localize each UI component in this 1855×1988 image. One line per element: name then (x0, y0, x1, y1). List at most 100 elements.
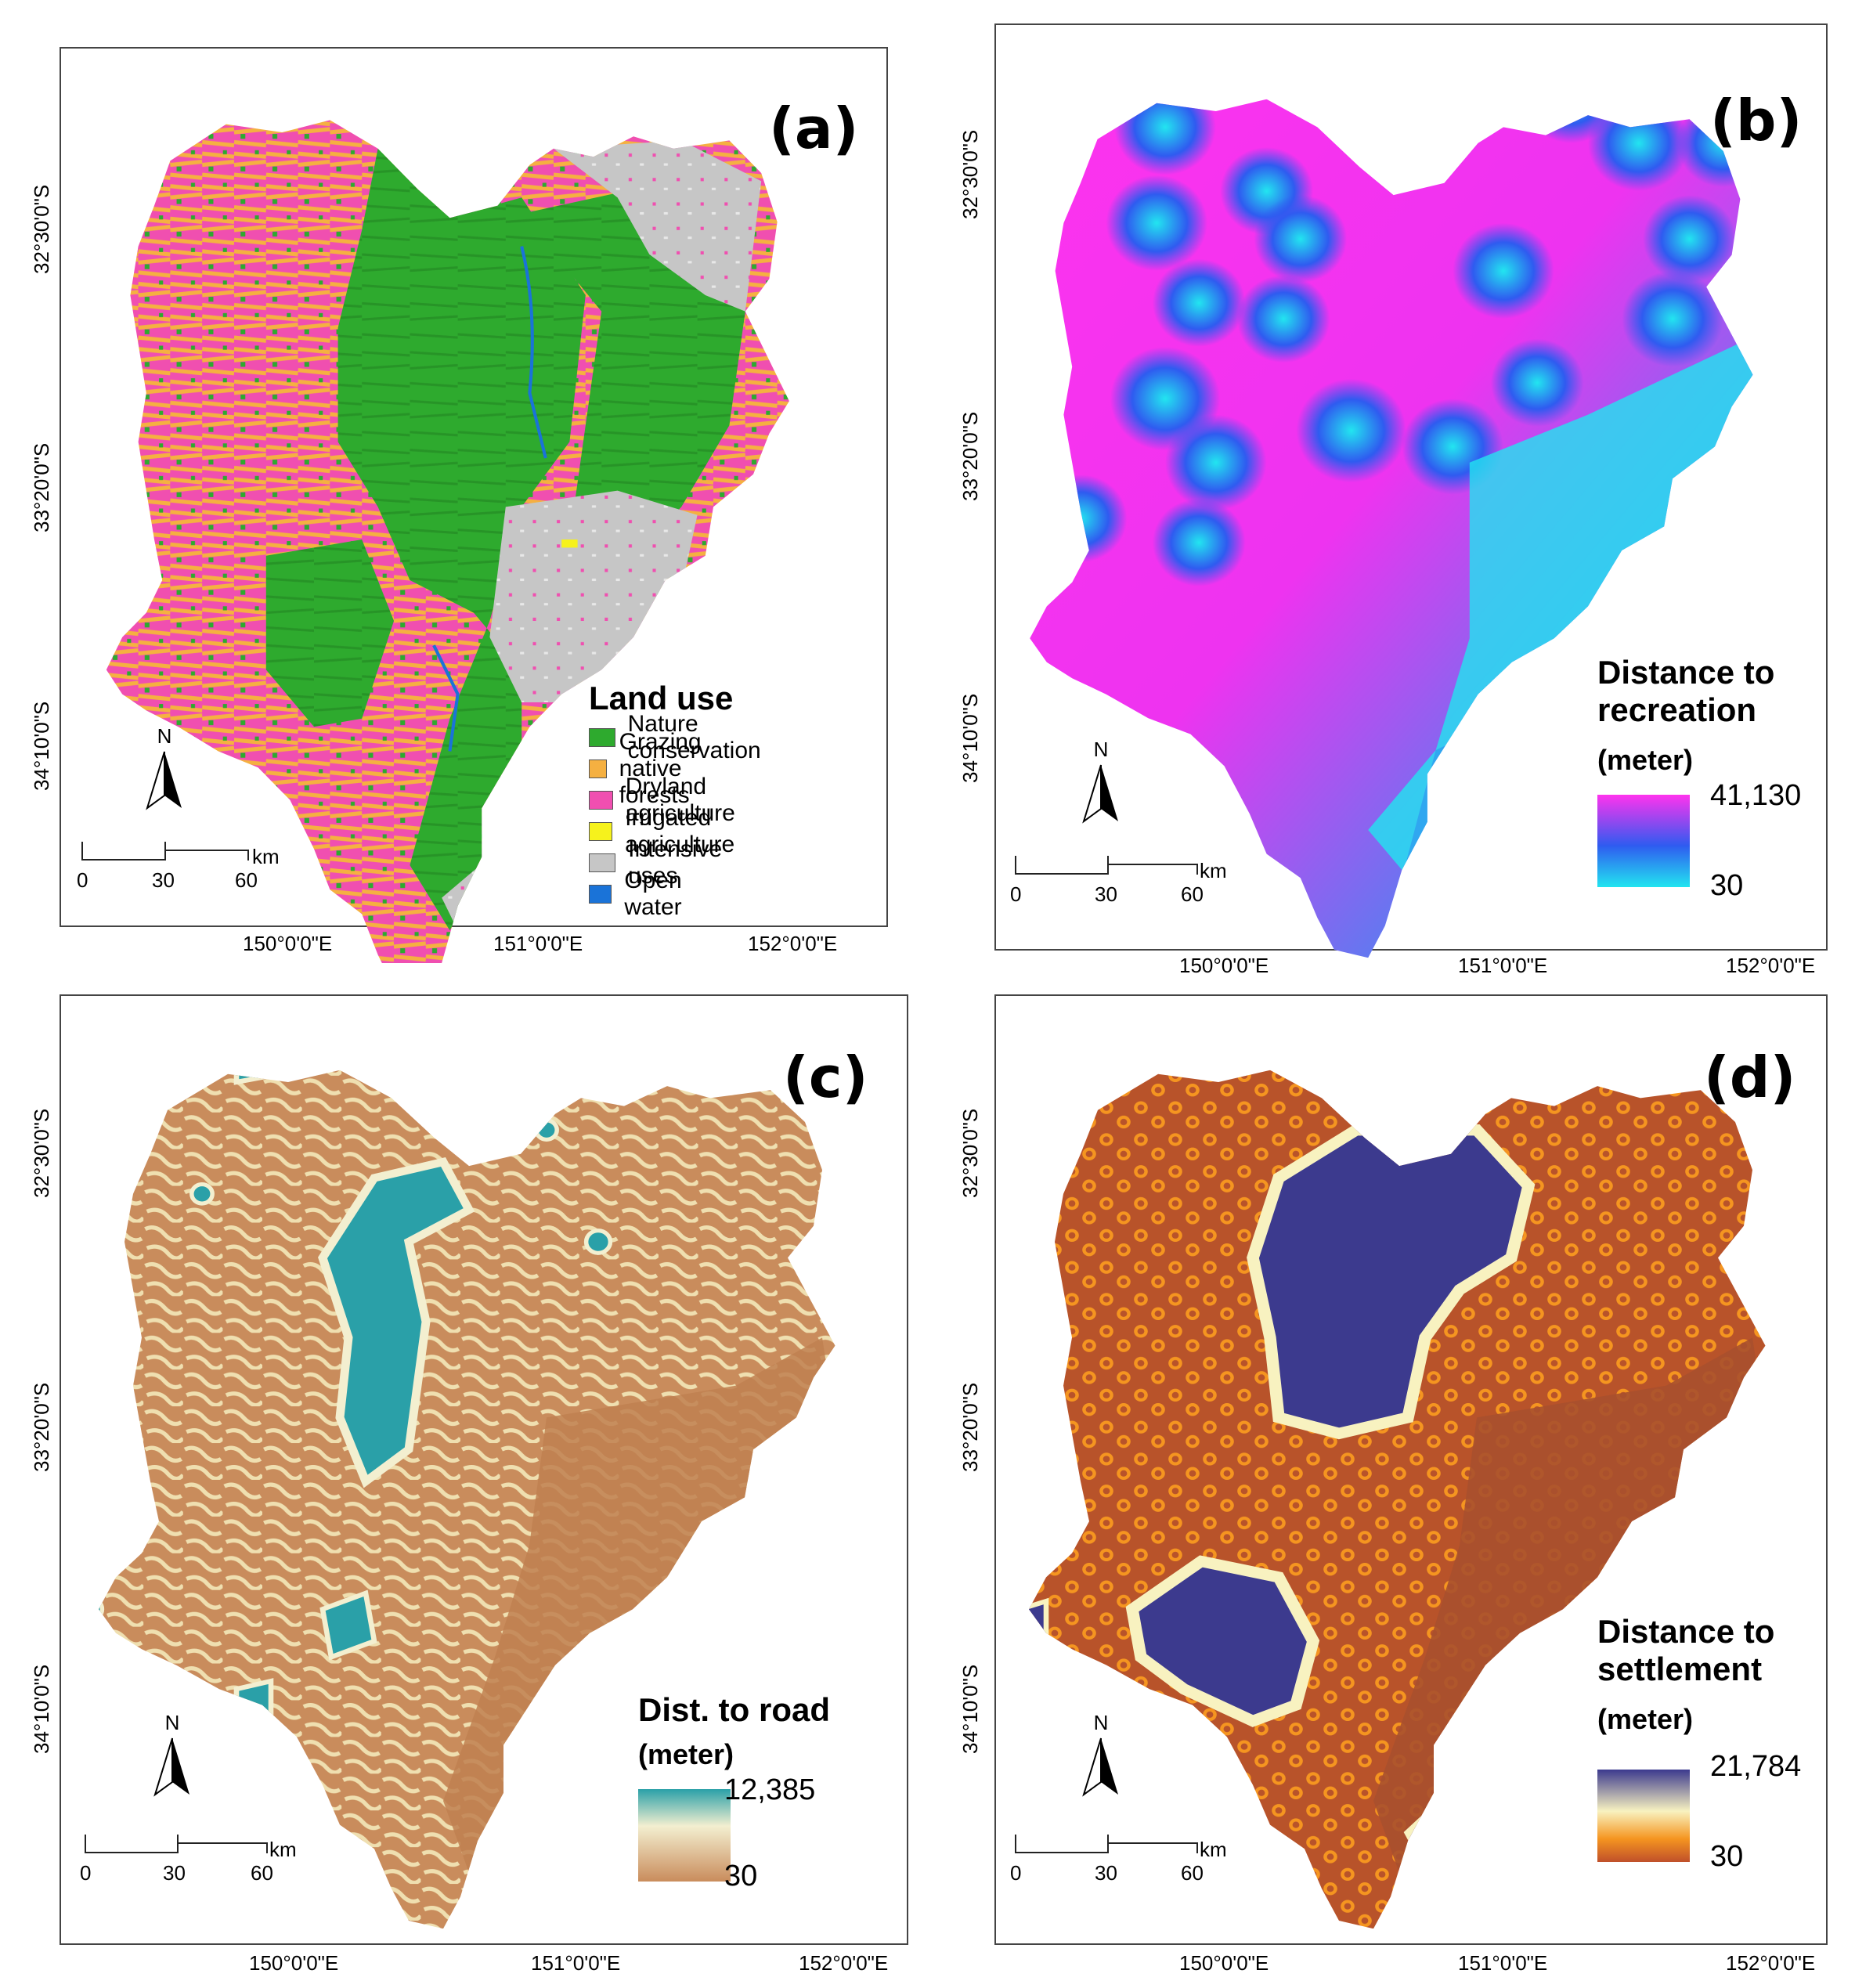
legend-swatch (589, 759, 607, 778)
legend-title-line: recreation (1597, 691, 1757, 729)
scale-bar: km 0 30 60 (77, 842, 285, 892)
lon-label: 152°0'0"E (748, 932, 838, 955)
north-arrow-icon (153, 1737, 189, 1797)
legend-item-label: Intensive uses (628, 836, 723, 889)
north-arrow-icon (1082, 1737, 1118, 1797)
legend-item: Dryland agriculture (589, 774, 749, 826)
legend-item: Open water (589, 868, 696, 920)
lon-label: 151°0'0"E (531, 1951, 621, 1975)
lat-label: 33°20'0"S (958, 1382, 982, 1472)
north-label: N (1093, 738, 1109, 761)
scale-unit: km (252, 845, 280, 868)
scale-unit: km (269, 1838, 297, 1861)
lat-label: 32°30'0"S (30, 1108, 53, 1198)
legend-item-label: Grazing native forests (619, 729, 702, 808)
legend-gradient (1597, 1770, 1690, 1862)
lat-label: 34°10'0"S (30, 1664, 53, 1754)
north-label: N (164, 1711, 180, 1734)
lon-label: 152°0'0"E (1726, 954, 1816, 977)
distance-settlement-map (1029, 1070, 1766, 1929)
legend-swatch (589, 791, 613, 810)
panel-a: (a) 32°30'0"S 33°20'0"S 34°10'0"S 150°0'… (0, 0, 927, 963)
land-use-map (106, 120, 789, 963)
lon-label: 152°0'0"E (799, 1951, 889, 1975)
scale-tick: 30 (163, 1861, 186, 1885)
legend-min: 30 (1710, 869, 1744, 902)
lat-label: 34°10'0"S (958, 1664, 982, 1754)
lat-label: 32°30'0"S (30, 184, 53, 274)
scale-tick: 0 (80, 1861, 92, 1885)
north-arrow-icon (1082, 764, 1118, 824)
legend-max: 41,130 (1710, 779, 1802, 812)
legend-min: 30 (1710, 1840, 1744, 1873)
legend-swatch (589, 853, 616, 872)
legend-gradient (638, 1789, 731, 1882)
legend-unit: (meter) (1597, 744, 1694, 776)
north-arrow: N (141, 724, 188, 815)
lon-label: 151°0'0"E (493, 932, 583, 955)
scale-bar: km 0 30 60 (1010, 1835, 1227, 1885)
lon-label: 151°0'0"E (1458, 1951, 1548, 1975)
lat-label: 34°10'0"S (958, 693, 982, 783)
scale-tick: 0 (1010, 1861, 1022, 1885)
lon-label: 150°0'0"E (1179, 1951, 1269, 1975)
legend-title: Dist. to road (638, 1691, 831, 1728)
scale-tick: 0 (77, 868, 88, 892)
scale-unit: km (1200, 1838, 1227, 1861)
scale-tick: 60 (1181, 882, 1204, 906)
panel-label: (a) (769, 96, 859, 161)
lon-label: 150°0'0"E (243, 932, 333, 955)
panel-d: (d) 32°30'0"S 33°20'0"S 34°10'0"S 150°0'… (927, 963, 1855, 1988)
lon-label: 151°0'0"E (1458, 954, 1548, 977)
legend-item-label: Irrigated agriculture (625, 805, 735, 857)
scale-bar: km 0 30 60 (80, 1835, 297, 1885)
legend-max: 21,784 (1710, 1750, 1802, 1783)
legend-swatch (589, 822, 613, 841)
north-arrow: N (1077, 738, 1124, 828)
legend-title: Land use (589, 680, 734, 716)
north-arrow-icon (146, 751, 182, 810)
north-arrow: N (149, 1711, 196, 1802)
legend-title-line: Distance to (1597, 1613, 1775, 1650)
legend-unit: (meter) (638, 1738, 734, 1770)
legend-unit: (meter) (1597, 1703, 1694, 1735)
scale-tick: 30 (152, 868, 175, 892)
legend-item: Intensive uses (589, 836, 733, 889)
legend-max: 12,385 (724, 1773, 816, 1806)
panel-label: (d) (1704, 1045, 1796, 1110)
legend-swatch (589, 885, 612, 904)
scale-tick: 0 (1010, 882, 1022, 906)
legend-title: Distance to settlement (1597, 1613, 1774, 1689)
scale-tick: 30 (1095, 1861, 1117, 1885)
lon-label: 150°0'0"E (1179, 954, 1269, 977)
panel-b: (b) 32°30'0"S 33°20'0"S 34°10'0"S 150°0'… (927, 0, 1855, 977)
legend-item: Irrigated agriculture (589, 805, 749, 857)
legend-title-line: settlement (1597, 1651, 1763, 1688)
scale-tick: 60 (235, 868, 258, 892)
scale-tick: 60 (1181, 1861, 1204, 1885)
scale-tick: 30 (1095, 882, 1117, 906)
lon-label: 150°0'0"E (249, 1951, 339, 1975)
panel-label: (b) (1710, 88, 1803, 153)
panel-c: (c) 32°30'0"S 33°20'0"S 34°10'0"S 150°0'… (0, 963, 927, 1988)
scale-unit: km (1200, 859, 1227, 882)
lat-label: 34°10'0"S (30, 701, 53, 791)
legend-title: Distance to recreation (1597, 654, 1774, 730)
lat-label: 32°30'0"S (958, 129, 982, 219)
lat-label: 32°30'0"S (958, 1108, 982, 1198)
panel-label: (c) (783, 1045, 868, 1110)
legend-swatch (589, 728, 615, 747)
scale-tick: 60 (251, 1861, 273, 1885)
legend-item-label: Nature conservation (627, 711, 761, 763)
lat-label: 33°20'0"S (30, 442, 53, 532)
north-label: N (1093, 1711, 1109, 1734)
legend-gradient (1597, 795, 1690, 887)
legend-title-line: Distance to (1597, 654, 1775, 691)
distance-road-map (99, 1070, 835, 1929)
lat-label: 33°20'0"S (958, 411, 982, 501)
lon-label: 152°0'0"E (1726, 1951, 1816, 1975)
lat-label: 33°20'0"S (30, 1382, 53, 1472)
legend-item: Grazing native forests (589, 729, 721, 808)
north-arrow: N (1077, 1711, 1124, 1802)
scale-bar: km 0 30 60 (1010, 856, 1227, 906)
